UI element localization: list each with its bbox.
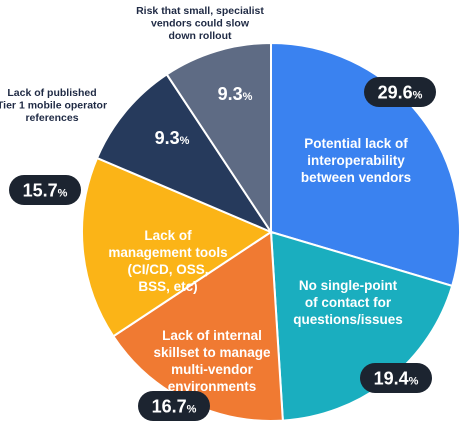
percent-label: 29.6%: [378, 83, 423, 103]
percent-badge-bg: [138, 391, 210, 421]
slice-label-line: Risk that small, specialist: [136, 5, 264, 17]
slice-label-line: management tools: [108, 245, 227, 260]
percent-value: 9.3: [218, 84, 243, 104]
slice-label-line: (CI/CD, OSS,: [127, 262, 208, 277]
external-slice-label: Risk that small, specialist vendors could…: [136, 5, 264, 42]
slice-label-line: environments: [168, 379, 257, 394]
slice-label-line: BSS, etc): [138, 279, 197, 294]
slice-label-line: between vendors: [301, 170, 411, 185]
percent-badge: 19.4%: [360, 363, 432, 393]
percent-badge: 16.7%: [138, 391, 210, 421]
slice-label-line: interoperability: [307, 153, 405, 168]
percent-label: 9.3%: [218, 84, 253, 104]
slice-label: Lack of internal skillset to manage multi-…: [153, 328, 271, 394]
percent-sign: %: [187, 404, 197, 416]
percent-badge: 15.7%: [9, 175, 81, 205]
slice-label-line: No single-point: [299, 278, 398, 293]
slice-label-line: down rollout: [169, 30, 232, 42]
slice-label-line: Lack of internal: [162, 328, 262, 343]
external-slice-label: Lack of published Tier 1 mobile operator r…: [0, 87, 107, 124]
percent-badge-bg: [360, 363, 432, 393]
percent-value: 15.7: [23, 181, 58, 201]
percent-badge-bg: [9, 175, 81, 205]
slice-label-line: Potential lack of: [304, 136, 408, 151]
slice-label-line: multi-vendor: [171, 362, 253, 377]
pie-slice: [165, 41, 272, 236]
percent-value: 9.3: [155, 128, 180, 148]
percent-sign: %: [180, 135, 190, 147]
slice-label-line: Tier 1 mobile operator: [0, 100, 107, 112]
percent-value: 29.6: [378, 83, 413, 103]
slice-label: Lack of management tools (CI/CD, OSS, BSS, …: [108, 228, 227, 294]
percent-label: 9.3%: [155, 128, 190, 148]
slice-label-line: references: [25, 112, 78, 124]
percent-badge: 29.6%: [364, 77, 436, 107]
slice-label-line: of contact for: [305, 295, 392, 310]
slices-group: [81, 41, 461, 422]
pie-slice: [270, 41, 461, 288]
labels-group: Potential lack of interoperability between…: [0, 5, 436, 421]
percent-sign: %: [243, 91, 253, 103]
slice-label: Potential lack of interoperability between…: [301, 136, 411, 185]
percent-value: 19.4: [374, 369, 409, 389]
pie-slice: [81, 156, 274, 338]
percent-badge-bg: [364, 77, 436, 107]
percent-label: 16.7%: [152, 397, 197, 417]
percent-sign: %: [409, 376, 419, 388]
slice-label-line: vendors could slow: [151, 18, 250, 30]
slice-label-line: Lack of: [144, 228, 192, 243]
pie-slice: [95, 72, 274, 235]
percent-value: 16.7: [152, 397, 187, 417]
slice-label-line: skillset to manage: [153, 345, 271, 360]
slice-label-line: Lack of published: [7, 87, 96, 99]
slice-label: No single-point of contact for questions/i…: [293, 278, 403, 327]
slice-label-line: questions/issues: [293, 312, 403, 327]
percent-label: 19.4%: [374, 369, 419, 389]
percent-sign: %: [58, 188, 68, 200]
percent-sign: %: [413, 90, 423, 102]
percent-label: 15.7%: [23, 181, 68, 201]
